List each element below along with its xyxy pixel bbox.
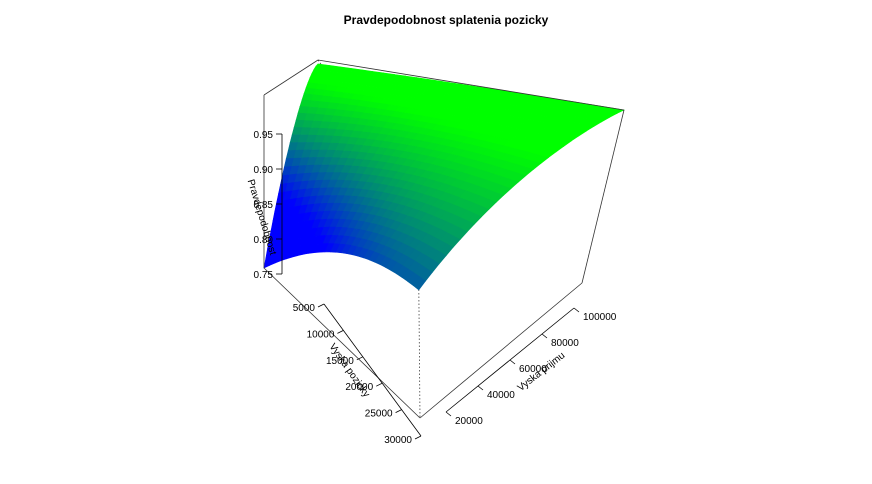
x-axis-tick-label: 80000 [551, 338, 579, 349]
z-axis-tick-label: 0.80 [254, 235, 274, 246]
y-axis-tick-label: 25000 [365, 409, 393, 420]
z-axis-tick-label: 0.90 [254, 165, 274, 176]
x-axis-tick [445, 411, 452, 417]
chart-title: Pravdepodobnost splatenia pozicky [344, 13, 549, 27]
y-axis-tick-label: 5000 [293, 303, 316, 314]
box-front-edges [263, 59, 625, 419]
x-axis-tick-label: 40000 [487, 390, 515, 401]
y-axis-tick [395, 409, 402, 413]
y-axis: 5000 10000 15000 20000 25000 30000 [293, 303, 422, 446]
x-axis: 20000 40000 60000 80000 100000 [445, 307, 617, 427]
x-axis-tick-label: 20000 [455, 416, 483, 427]
x-axis-tick [573, 307, 580, 313]
z-axis: 0.75 0.80 0.85 0.90 0.95 [254, 130, 283, 281]
z-axis-tick-label: 0.75 [254, 270, 274, 281]
x-axis-tick [541, 333, 548, 339]
z-axis-tick-label: 0.85 [254, 200, 274, 211]
y-axis-tick [376, 382, 383, 387]
y-axis-tick-label: 15000 [326, 356, 354, 367]
surface [263, 63, 625, 291]
surface-facet [412, 276, 426, 291]
y-axis-tick [414, 435, 422, 440]
y-axis-tick-label: 20000 [345, 382, 373, 393]
x-axis-tick [509, 359, 516, 365]
x-axis-tick-label: 100000 [583, 312, 617, 323]
y-axis-tick [356, 356, 363, 361]
y-axis-tick-label: 10000 [307, 329, 335, 340]
y-axis-tick-label: 30000 [384, 435, 412, 446]
z-axis-tick-label: 0.95 [254, 130, 274, 141]
y-axis-tick [317, 303, 325, 308]
x-axis-tick [477, 385, 484, 391]
y-axis-tick [337, 330, 344, 334]
x-axis-tick-label: 60000 [519, 364, 547, 375]
